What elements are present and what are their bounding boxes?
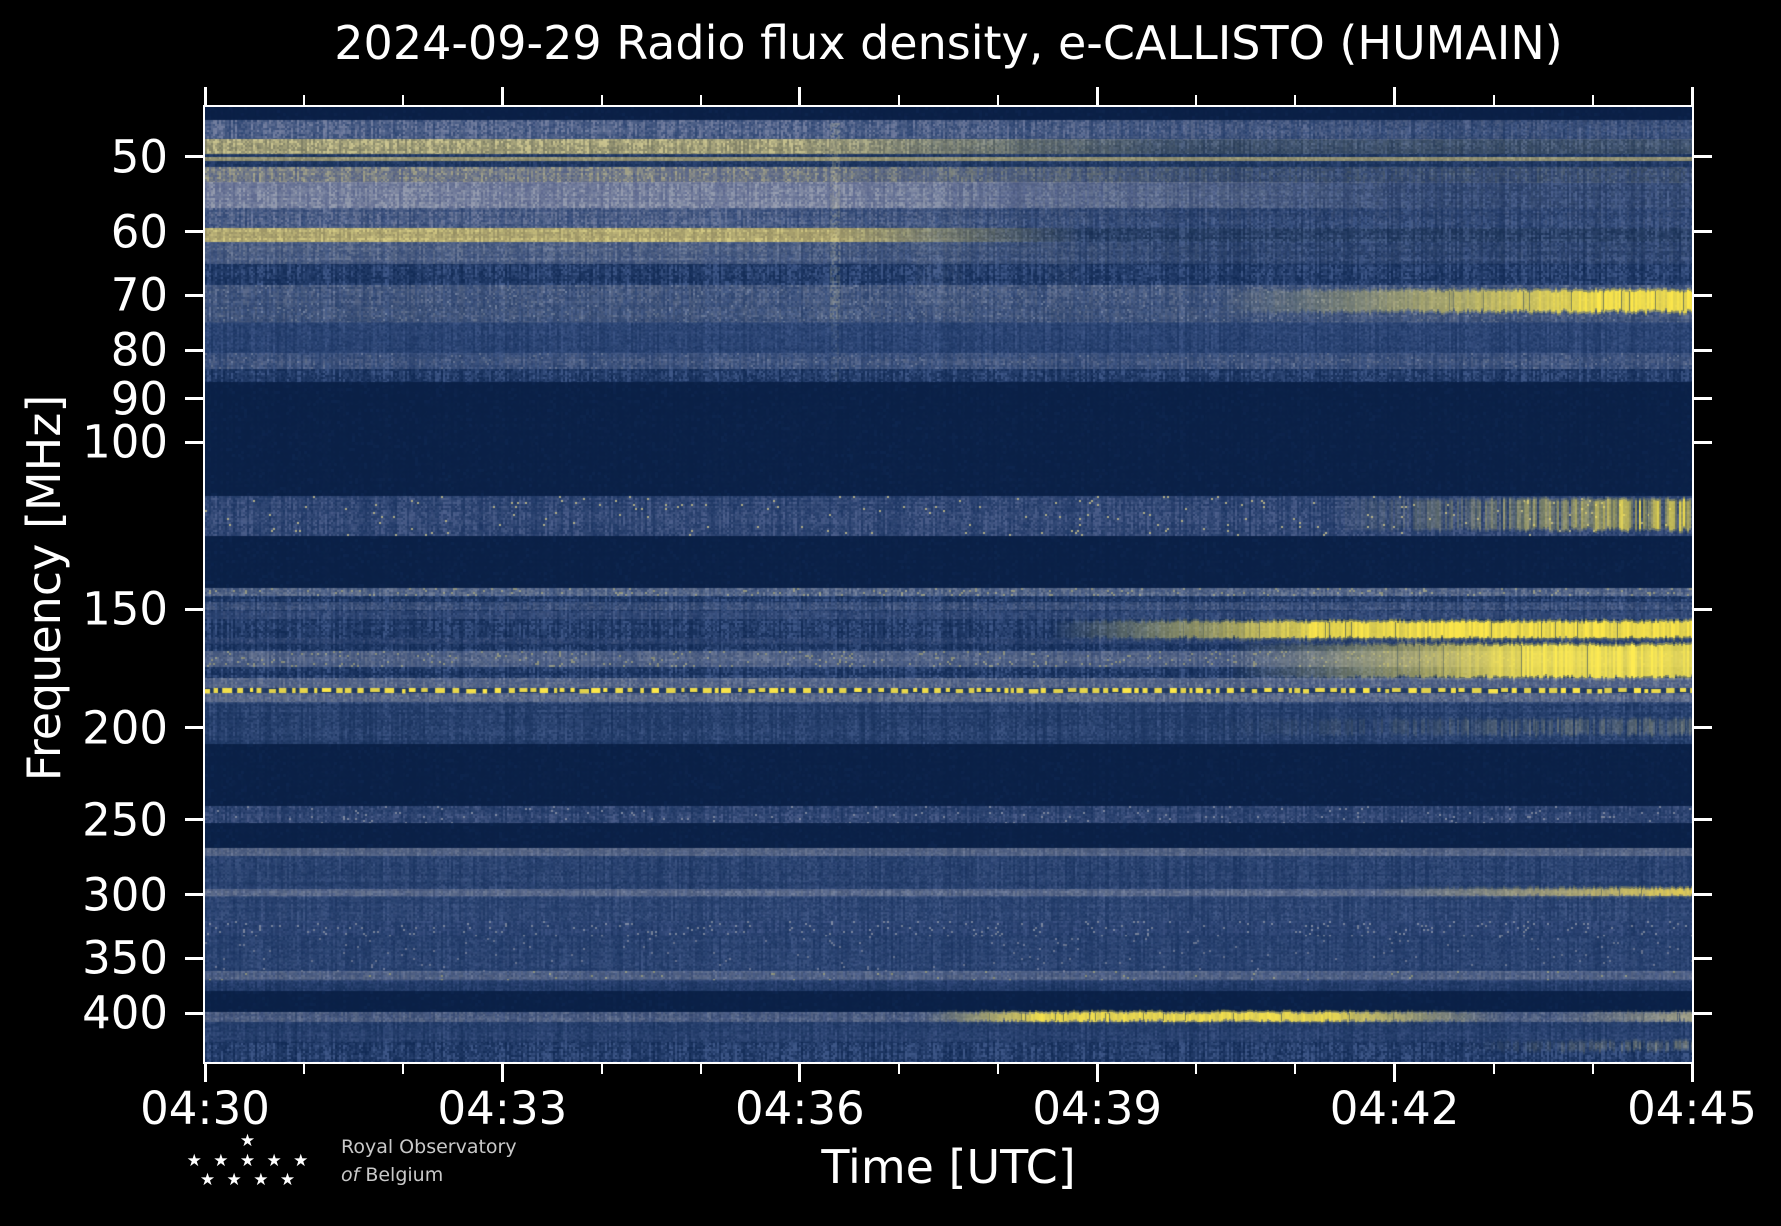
x-major-tick — [1690, 1064, 1694, 1082]
y-tick-label: 250 — [82, 793, 168, 847]
x-minor-tick — [1195, 95, 1198, 105]
y-major-tick — [1694, 893, 1712, 897]
y-major-tick — [185, 1011, 203, 1015]
x-major-tick — [500, 87, 504, 105]
x-minor-tick — [402, 95, 405, 105]
x-major-tick — [500, 1064, 504, 1082]
y-major-tick — [185, 348, 203, 352]
x-minor-tick — [1591, 1064, 1594, 1074]
rob-logo-line1: Royal Observatory — [341, 1135, 517, 1158]
rob-logo-line2: of Belgium — [341, 1161, 517, 1190]
x-minor-tick — [600, 1064, 603, 1074]
x-major-tick — [1690, 87, 1694, 105]
y-major-tick — [1694, 440, 1712, 444]
y-major-tick — [1694, 155, 1712, 159]
chart-title: 2024-09-29 Radio flux density, e-CALLIST… — [334, 16, 1563, 70]
x-minor-tick — [600, 95, 603, 105]
y-tick-label: 300 — [82, 868, 168, 922]
x-tick-label: 04:45 — [1627, 1082, 1757, 1135]
x-minor-tick — [997, 1064, 1000, 1074]
x-minor-tick — [897, 1064, 900, 1074]
x-minor-tick — [699, 95, 702, 105]
y-major-tick — [185, 956, 203, 960]
x-minor-tick — [1492, 95, 1495, 105]
x-major-tick — [1095, 1064, 1099, 1082]
x-major-tick — [1393, 87, 1397, 105]
y-major-tick — [1694, 348, 1712, 352]
x-axis-label: Time [UTC] — [821, 1140, 1076, 1194]
y-major-tick — [185, 818, 203, 822]
x-minor-tick — [1195, 1064, 1198, 1074]
spectrogram-canvas — [205, 107, 1692, 1062]
rob-logo-stars-icon: ★ ★ ★ ★ ★ ★ ★ ★ ★ ★ — [183, 1131, 315, 1191]
x-minor-tick — [699, 1064, 702, 1074]
x-tick-label: 04:39 — [1032, 1082, 1163, 1135]
x-tick-label: 04:36 — [734, 1082, 865, 1135]
y-major-tick — [185, 440, 203, 444]
x-major-tick — [798, 1064, 802, 1082]
x-major-tick — [1095, 87, 1099, 105]
y-tick-label: 60 — [110, 205, 168, 259]
x-minor-tick — [1294, 95, 1297, 105]
x-major-tick — [798, 87, 802, 105]
rob-logo: ★ ★ ★ ★ ★ ★ ★ ★ ★ ★ Royal Observatory of Be… — [183, 1131, 517, 1191]
x-major-tick — [203, 87, 207, 105]
x-minor-tick — [303, 1064, 306, 1074]
x-minor-tick — [997, 95, 1000, 105]
x-minor-tick — [1492, 1064, 1495, 1074]
star-row: ★ ★ ★ ★ ★ — [186, 1150, 312, 1171]
y-major-tick — [1694, 956, 1712, 960]
y-major-tick — [1694, 818, 1712, 822]
y-major-tick — [185, 397, 203, 401]
rob-logo-belgium: Belgium — [365, 1164, 444, 1187]
x-tick-label: 04:33 — [437, 1082, 568, 1135]
y-tick-label: 50 — [110, 130, 168, 184]
y-tick-label: 150 — [82, 582, 168, 636]
y-major-tick — [185, 607, 203, 611]
y-major-tick — [1694, 230, 1712, 234]
y-tick-label: 350 — [82, 931, 168, 985]
y-major-tick — [185, 155, 203, 159]
y-major-tick — [1694, 726, 1712, 730]
x-tick-label: 04:42 — [1329, 1082, 1460, 1135]
y-tick-label: 400 — [82, 986, 168, 1040]
y-tick-label: 80 — [110, 323, 168, 377]
y-major-tick — [185, 230, 203, 234]
y-major-tick — [185, 893, 203, 897]
y-major-tick — [1694, 607, 1712, 611]
rob-logo-text: Royal Observatory of Belgium — [341, 1133, 517, 1190]
x-minor-tick — [897, 95, 900, 105]
y-major-tick — [185, 726, 203, 730]
y-tick-label: 90 — [110, 372, 168, 426]
y-tick-label: 100 — [82, 415, 168, 469]
y-major-tick — [1694, 293, 1712, 297]
x-minor-tick — [402, 1064, 405, 1074]
x-major-tick — [203, 1064, 207, 1082]
y-tick-label: 200 — [82, 701, 168, 755]
star-row: ★ — [239, 1131, 259, 1151]
rob-logo-of: of — [341, 1164, 360, 1187]
y-major-tick — [1694, 1011, 1712, 1015]
x-major-tick — [1393, 1064, 1397, 1082]
y-major-tick — [1694, 397, 1712, 401]
x-minor-tick — [303, 95, 306, 105]
x-minor-tick — [1294, 1064, 1297, 1074]
x-tick-label: 04:30 — [140, 1082, 270, 1135]
y-major-tick — [185, 293, 203, 297]
y-tick-label: 70 — [110, 268, 168, 322]
star-row: ★ ★ ★ ★ — [199, 1170, 299, 1191]
x-minor-tick — [1591, 95, 1594, 105]
